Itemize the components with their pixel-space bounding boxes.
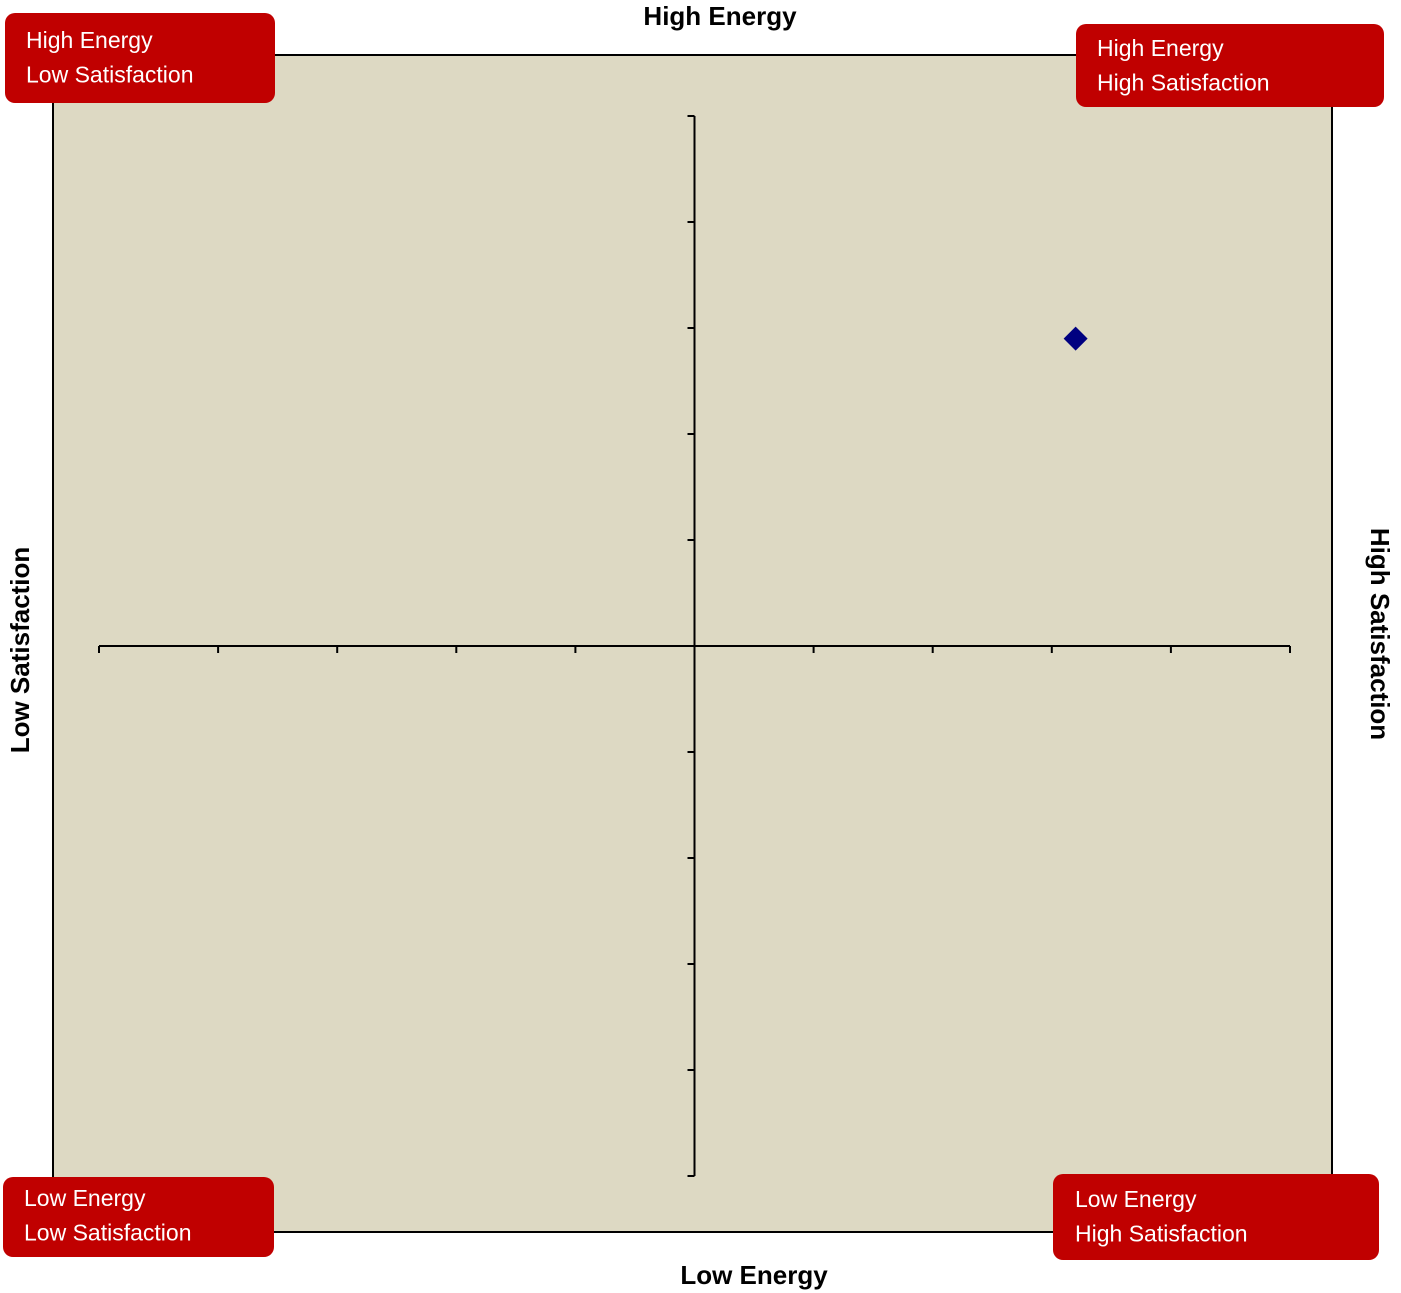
quadrant-label: High Satisfaction — [1097, 70, 1270, 96]
quadrant-label-box — [1053, 1174, 1379, 1260]
quadrant-label: High Satisfaction — [1075, 1221, 1248, 1247]
quadrant-label: High Energy — [26, 27, 153, 53]
quadrant-label: High Energy — [1097, 35, 1224, 61]
quadrant-label: Low Energy — [24, 1185, 146, 1211]
quadrant-label: Low Satisfaction — [26, 62, 193, 88]
top-label: High Energy — [643, 1, 797, 31]
quadrant-label: Low Satisfaction — [24, 1220, 191, 1246]
plot-area — [52, 54, 1333, 1233]
data-point — [1063, 326, 1088, 351]
quadrant-label: Low Energy — [1075, 1186, 1197, 1212]
bottom-label: Low Energy — [680, 1260, 828, 1290]
quadrant-label-box — [1076, 24, 1384, 107]
quadrant-label-box — [3, 1177, 274, 1257]
quadrant-label-box — [5, 13, 275, 103]
right-label: High Satisfaction — [1365, 528, 1395, 740]
left-label: Low Satisfaction — [5, 547, 35, 754]
